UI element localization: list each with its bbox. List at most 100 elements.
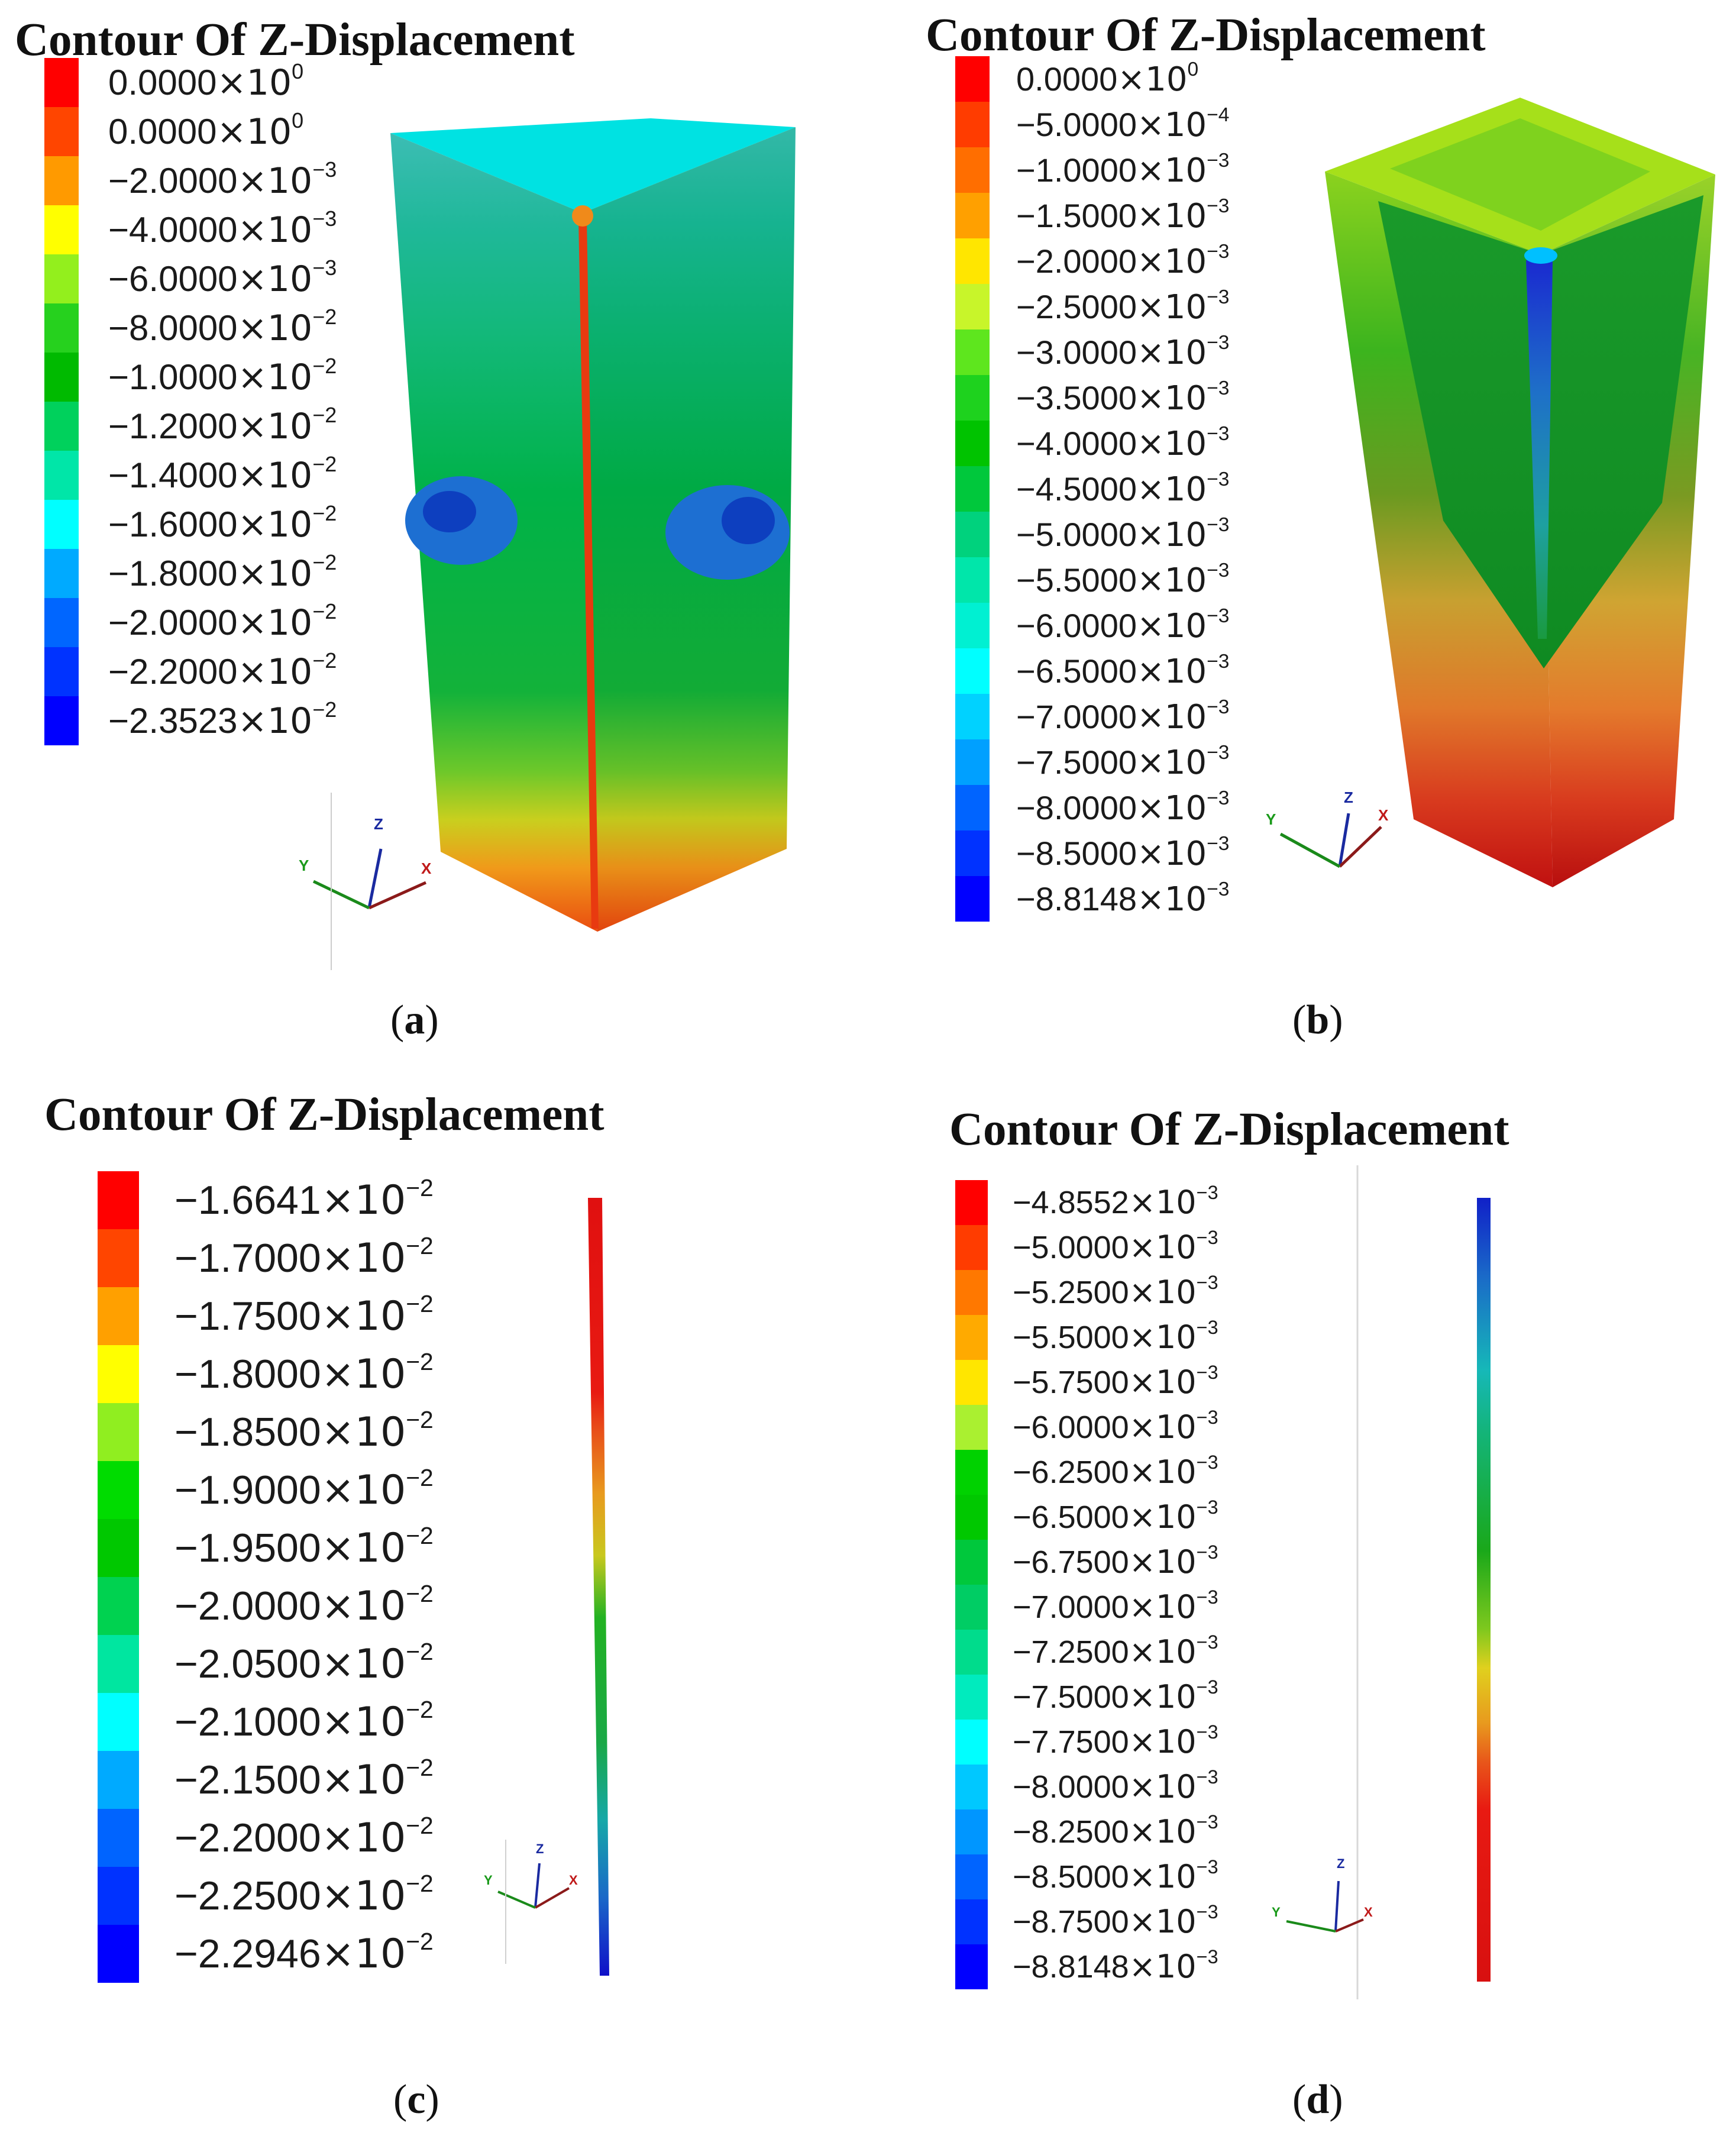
legend-exponent: −3 [1196, 1631, 1218, 1653]
legend-swatch [98, 1403, 139, 1461]
legend-label: −2.1500×10−2 [174, 1756, 434, 1801]
panel-d-caption: (d) [1292, 2077, 1343, 2122]
legend-label: −4.8552×10−3 [1013, 1183, 1218, 1220]
legend-swatch [98, 1693, 139, 1751]
legend-label: −1.4000×10−2 [108, 454, 337, 496]
legend-mantissa: −2.2000 [108, 651, 238, 691]
legend-exponent: −2 [406, 1348, 434, 1376]
legend-times: ×10 [216, 111, 292, 153]
legend-mantissa: −1.8000 [174, 1352, 321, 1397]
panel-a-axis-y-label: Y [299, 857, 309, 874]
legend-times: ×10 [237, 356, 313, 398]
legend-label: −3.5000×10−3 [1016, 379, 1229, 415]
legend-swatch [955, 466, 990, 512]
legend-label: −5.7500×10−3 [1013, 1363, 1218, 1398]
legend-exponent: −3 [1207, 787, 1230, 809]
legend-label: −7.0000×10−3 [1013, 1588, 1218, 1623]
legend-label: −6.0000×10−3 [1016, 606, 1229, 643]
legend-swatch [98, 1229, 139, 1287]
legend-label: −1.5000×10−3 [1016, 196, 1229, 233]
legend-exponent: 0 [292, 108, 304, 133]
legend-label: −2.1000×10−2 [174, 1698, 434, 1746]
legend-swatch [98, 1287, 139, 1345]
legend-times: ×10 [1129, 1498, 1197, 1536]
panel-c-caption: (c) [393, 2077, 439, 2122]
legend-swatch [955, 147, 990, 193]
legend-times: ×10 [237, 602, 313, 644]
legend-times: ×10 [1129, 1948, 1197, 1985]
legend-mantissa: −2.2000 [174, 1815, 321, 1860]
legend-mantissa: −2.1000 [174, 1699, 321, 1744]
legend-mantissa: −8.8148 [1016, 880, 1137, 917]
legend-mantissa: −4.8552 [1013, 1185, 1129, 1220]
legend-swatch [955, 1675, 988, 1720]
legend-label: −2.0500×10−2 [174, 1640, 434, 1686]
legend-mantissa: −1.6000 [108, 504, 238, 544]
legend-label: −5.0000×10−3 [1013, 1228, 1218, 1265]
legend-exponent: −2 [312, 452, 337, 477]
legend-exponent: −2 [406, 1812, 434, 1840]
legend-mantissa: −1.7000 [174, 1236, 321, 1281]
legend-swatch [955, 1360, 988, 1405]
legend-exponent: −2 [406, 1232, 434, 1260]
legend-exponent: −3 [1196, 1586, 1218, 1608]
legend-times: ×10 [237, 454, 313, 496]
legend-swatch [955, 102, 990, 147]
legend-label: −4.5000×10−3 [1016, 470, 1229, 506]
legend-times: ×10 [1136, 287, 1207, 327]
legend-exponent: −2 [312, 501, 337, 526]
legend-times: ×10 [321, 1467, 406, 1514]
legend-label: −5.2500×10−3 [1013, 1273, 1218, 1308]
legend-mantissa: −4.0000 [1016, 424, 1137, 462]
legend-times: ×10 [321, 1409, 406, 1456]
legend-exponent: −3 [1196, 1227, 1218, 1249]
legend-mantissa: −4.0000 [108, 209, 238, 250]
panel-a-axis-z-label: Z [374, 815, 383, 833]
legend-exponent: −3 [1196, 1362, 1218, 1384]
legend-times: ×10 [1136, 880, 1207, 919]
legend-exponent: −3 [1207, 331, 1230, 354]
legend-times: ×10 [321, 1293, 406, 1340]
legend-mantissa: −5.5000 [1016, 561, 1137, 599]
legend-mantissa: −7.7500 [1013, 1724, 1129, 1760]
legend-mantissa: −7.2500 [1013, 1634, 1129, 1670]
legend-swatch [955, 1809, 988, 1854]
legend-label: −2.2000×10−2 [174, 1814, 434, 1860]
legend-exponent: −3 [1207, 422, 1230, 445]
legend-mantissa: −6.5000 [1013, 1500, 1129, 1535]
legend-times: ×10 [321, 1699, 406, 1746]
legend-label: −7.0000×10−3 [1016, 697, 1229, 734]
legend-swatch [955, 876, 990, 922]
legend-label: 0.0000×100 [108, 61, 303, 101]
legend-exponent: −3 [1207, 377, 1230, 399]
panel-a-axis-x-label: X [421, 859, 432, 877]
legend-swatch [955, 329, 990, 375]
legend-times: ×10 [1129, 1319, 1197, 1356]
legend-times: ×10 [1136, 424, 1207, 463]
legend-mantissa: −2.0500 [174, 1641, 321, 1686]
legend-label: −8.0000×10−3 [1013, 1767, 1218, 1803]
legend-exponent: −2 [312, 550, 337, 575]
legend-times: ×10 [1136, 105, 1207, 144]
legend-times: ×10 [1136, 242, 1207, 281]
legend-mantissa: −8.2500 [1013, 1814, 1129, 1850]
legend-times: ×10 [1129, 1813, 1197, 1850]
legend-mantissa: −1.6641 [174, 1178, 321, 1223]
legend-mantissa: −2.0000 [1016, 242, 1137, 280]
legend-mantissa: −2.0000 [174, 1584, 321, 1628]
legend-swatch [955, 421, 990, 466]
legend-swatch [955, 694, 990, 739]
legend-mantissa: −2.3523 [108, 700, 238, 741]
legend-mantissa: −2.5000 [1016, 287, 1137, 325]
legend-mantissa: −5.0000 [1013, 1230, 1129, 1265]
legend-exponent: −2 [312, 599, 337, 624]
legend-exponent: −3 [1196, 1856, 1218, 1878]
legend-exponent: −2 [312, 305, 337, 329]
legend-exponent: −3 [1196, 1766, 1218, 1788]
legend-exponent: −2 [312, 697, 337, 722]
panel-d-title: Contour Of Z-Displacement [949, 1104, 1509, 1155]
legend-label: −1.9500×10−2 [174, 1524, 434, 1569]
legend-swatch [44, 451, 79, 500]
legend-times: ×10 [1129, 1723, 1197, 1760]
